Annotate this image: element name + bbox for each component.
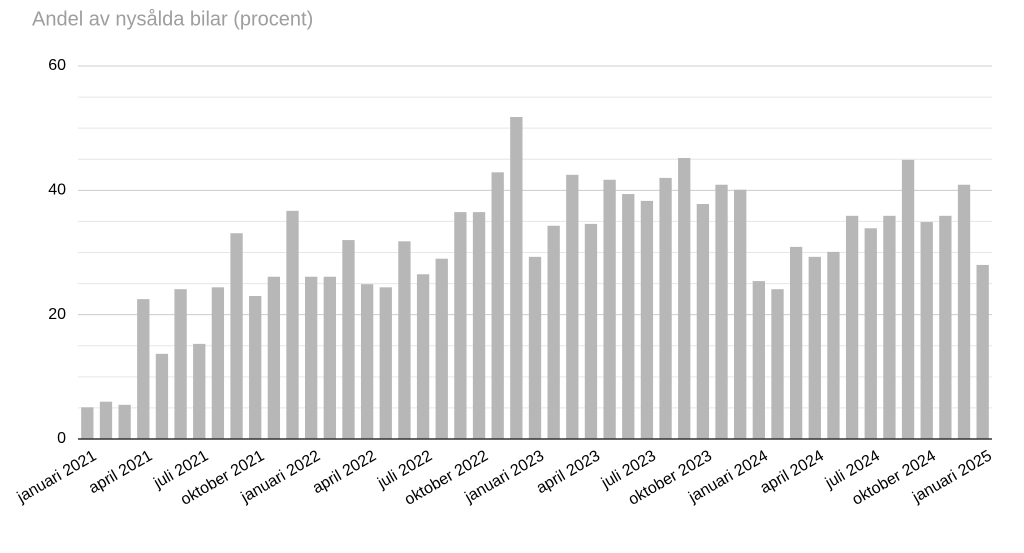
bar	[323, 276, 336, 439]
bar	[379, 287, 392, 439]
bar	[249, 296, 262, 439]
bar	[472, 212, 486, 439]
bar	[81, 407, 94, 439]
bar	[957, 184, 971, 439]
bar	[584, 223, 598, 439]
bar	[342, 240, 355, 439]
bar	[976, 264, 989, 439]
bar	[267, 276, 281, 439]
x-tick-label: april 2023	[534, 447, 603, 497]
y-tick-label: 60	[48, 57, 66, 74]
bar	[845, 215, 859, 439]
bar	[566, 174, 579, 439]
bar	[360, 284, 374, 439]
x-tick-label: april 2024	[758, 447, 827, 497]
bar	[491, 172, 504, 439]
bar	[734, 189, 747, 439]
bar	[174, 289, 187, 439]
bar	[99, 401, 113, 439]
bar	[771, 289, 784, 439]
bar	[230, 233, 243, 439]
bar	[920, 222, 933, 439]
bar	[678, 158, 691, 440]
x-tick-label: april 2021	[86, 447, 155, 497]
bar	[659, 177, 672, 439]
bar	[883, 215, 896, 439]
y-tick-label: 40	[48, 182, 66, 199]
bar	[435, 258, 448, 439]
bar	[789, 246, 803, 439]
bar	[939, 215, 952, 439]
bar	[416, 274, 430, 439]
y-tick-label: 20	[48, 306, 66, 323]
chart-title: Andel av nysålda bilar (procent)	[32, 8, 313, 30]
bar	[510, 116, 523, 439]
bar	[715, 184, 728, 439]
bar	[622, 194, 635, 439]
bar	[193, 343, 206, 439]
bar	[808, 256, 821, 439]
bar	[305, 276, 318, 439]
bar	[454, 212, 467, 439]
bar	[752, 281, 765, 439]
bar	[696, 204, 710, 439]
x-tick-label: januari 2021	[14, 447, 100, 506]
bar	[603, 179, 616, 439]
bar	[901, 159, 915, 439]
bar	[528, 256, 542, 439]
bar	[864, 228, 877, 439]
bar	[827, 251, 840, 439]
bar	[137, 299, 150, 439]
x-tick-label: april 2022	[310, 447, 379, 497]
bar	[286, 210, 299, 439]
bar	[398, 241, 411, 439]
bar	[640, 200, 654, 439]
bar	[211, 287, 225, 439]
y-tick-label: 0	[57, 430, 66, 447]
bar	[547, 225, 560, 439]
bar	[155, 353, 169, 439]
bar	[118, 404, 131, 439]
